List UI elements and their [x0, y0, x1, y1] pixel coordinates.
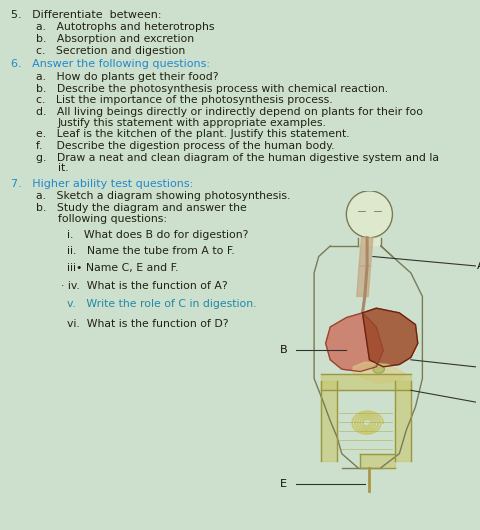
- Ellipse shape: [373, 365, 384, 373]
- Text: c.   List the importance of the photosynthesis process.: c. List the importance of the photosynth…: [36, 95, 333, 105]
- Text: iii• Name C, E and F.: iii• Name C, E and F.: [67, 263, 179, 273]
- Text: v.   Write the role of C in digestion.: v. Write the role of C in digestion.: [67, 299, 257, 310]
- Polygon shape: [358, 238, 381, 245]
- Polygon shape: [360, 454, 395, 468]
- Polygon shape: [321, 381, 337, 461]
- Text: 6.   Answer the following questions:: 6. Answer the following questions:: [11, 59, 210, 69]
- Text: a.   Sketch a diagram showing photosynthesis.: a. Sketch a diagram showing photosynthes…: [36, 191, 290, 201]
- Text: vi.  What is the function of D?: vi. What is the function of D?: [67, 319, 228, 329]
- Text: following questions:: following questions:: [58, 214, 167, 224]
- Polygon shape: [362, 308, 418, 367]
- Text: E: E: [279, 479, 287, 489]
- Circle shape: [347, 191, 393, 238]
- Text: c.   Secretion and digestion: c. Secretion and digestion: [36, 46, 185, 56]
- Polygon shape: [353, 362, 406, 383]
- Polygon shape: [357, 266, 371, 296]
- Text: B: B: [279, 346, 287, 356]
- Text: ii.   Name the tube from A to F.: ii. Name the tube from A to F.: [67, 246, 235, 257]
- Text: a.   Autotrophs and heterotrophs: a. Autotrophs and heterotrophs: [36, 22, 215, 32]
- Text: b.   Absorption and excretion: b. Absorption and excretion: [36, 34, 194, 44]
- Text: Justify this statement with appropriate examples.: Justify this statement with appropriate …: [58, 118, 326, 128]
- Polygon shape: [321, 374, 411, 390]
- Text: b.   Describe the photosynthesis process with chemical reaction.: b. Describe the photosynthesis process w…: [36, 84, 388, 94]
- Text: e.   Leaf is the kitchen of the plant. Justify this statement.: e. Leaf is the kitchen of the plant. Jus…: [36, 129, 349, 139]
- Text: f.    Describe the digestion process of the human body.: f. Describe the digestion process of the…: [36, 141, 335, 151]
- Polygon shape: [325, 313, 383, 372]
- Text: i.   What does B do for digestion?: i. What does B do for digestion?: [67, 230, 249, 240]
- Polygon shape: [395, 381, 411, 461]
- Text: · iv.  What is the function of A?: · iv. What is the function of A?: [61, 281, 228, 291]
- Text: A: A: [477, 261, 480, 271]
- Text: 7.   Higher ability test questions:: 7. Higher ability test questions:: [11, 179, 193, 189]
- Text: 5.   Differentiate  between:: 5. Differentiate between:: [11, 10, 161, 20]
- Text: b.   Study the diagram and answer the: b. Study the diagram and answer the: [36, 203, 247, 213]
- Text: d.   All living beings directly or indirectly depend on plants for their foo: d. All living beings directly or indirec…: [36, 107, 423, 117]
- Polygon shape: [359, 238, 373, 266]
- Text: g.   Draw a neat and clean diagram of the human digestive system and la: g. Draw a neat and clean diagram of the …: [36, 153, 439, 163]
- Text: a.   How do plants get their food?: a. How do plants get their food?: [36, 72, 218, 82]
- Text: it.: it.: [58, 163, 68, 173]
